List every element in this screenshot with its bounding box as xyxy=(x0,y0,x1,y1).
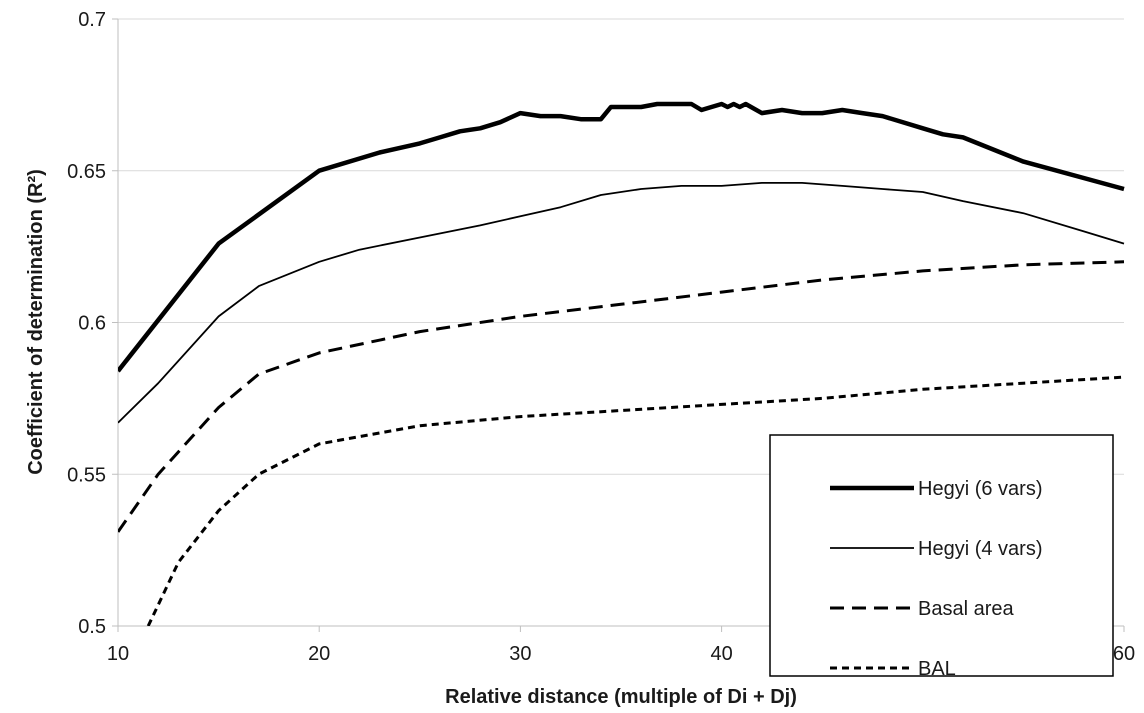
legend-box xyxy=(769,434,1114,677)
x-tick-label: 40 xyxy=(710,643,732,665)
legend-label: Hegyi (4 vars) xyxy=(918,538,1042,560)
legend-label: Basal area xyxy=(918,598,1014,620)
legend-label: BAL xyxy=(918,658,956,680)
y-tick-label: 0.55 xyxy=(67,464,106,486)
legend-label: Hegyi (6 vars) xyxy=(918,478,1042,500)
series-line-2 xyxy=(118,181,1125,424)
y-axis-title: Coefficient of determination (R²) xyxy=(25,169,47,475)
series-line-3 xyxy=(118,260,1125,533)
y-tick-label: 0.65 xyxy=(67,161,106,183)
series-lines xyxy=(118,101,1125,626)
legend: Hegyi (6 vars) Hegyi (4 vars) Basal area BA… xyxy=(769,434,1114,680)
series-line-4 xyxy=(146,375,1125,626)
y-tick-label: 0.7 xyxy=(78,9,106,31)
y-tick-label: 0.5 xyxy=(78,616,106,638)
x-tick-label: 20 xyxy=(308,643,330,665)
y-tick-label: 0.6 xyxy=(78,313,106,335)
x-tick-label: 10 xyxy=(107,643,129,665)
x-tick-label: 30 xyxy=(509,643,531,665)
x-axis-title: Relative distance (multiple of Di + Dj) xyxy=(445,686,797,708)
series-line-1 xyxy=(118,101,1125,373)
x-tick-label: 60 xyxy=(1113,643,1135,665)
